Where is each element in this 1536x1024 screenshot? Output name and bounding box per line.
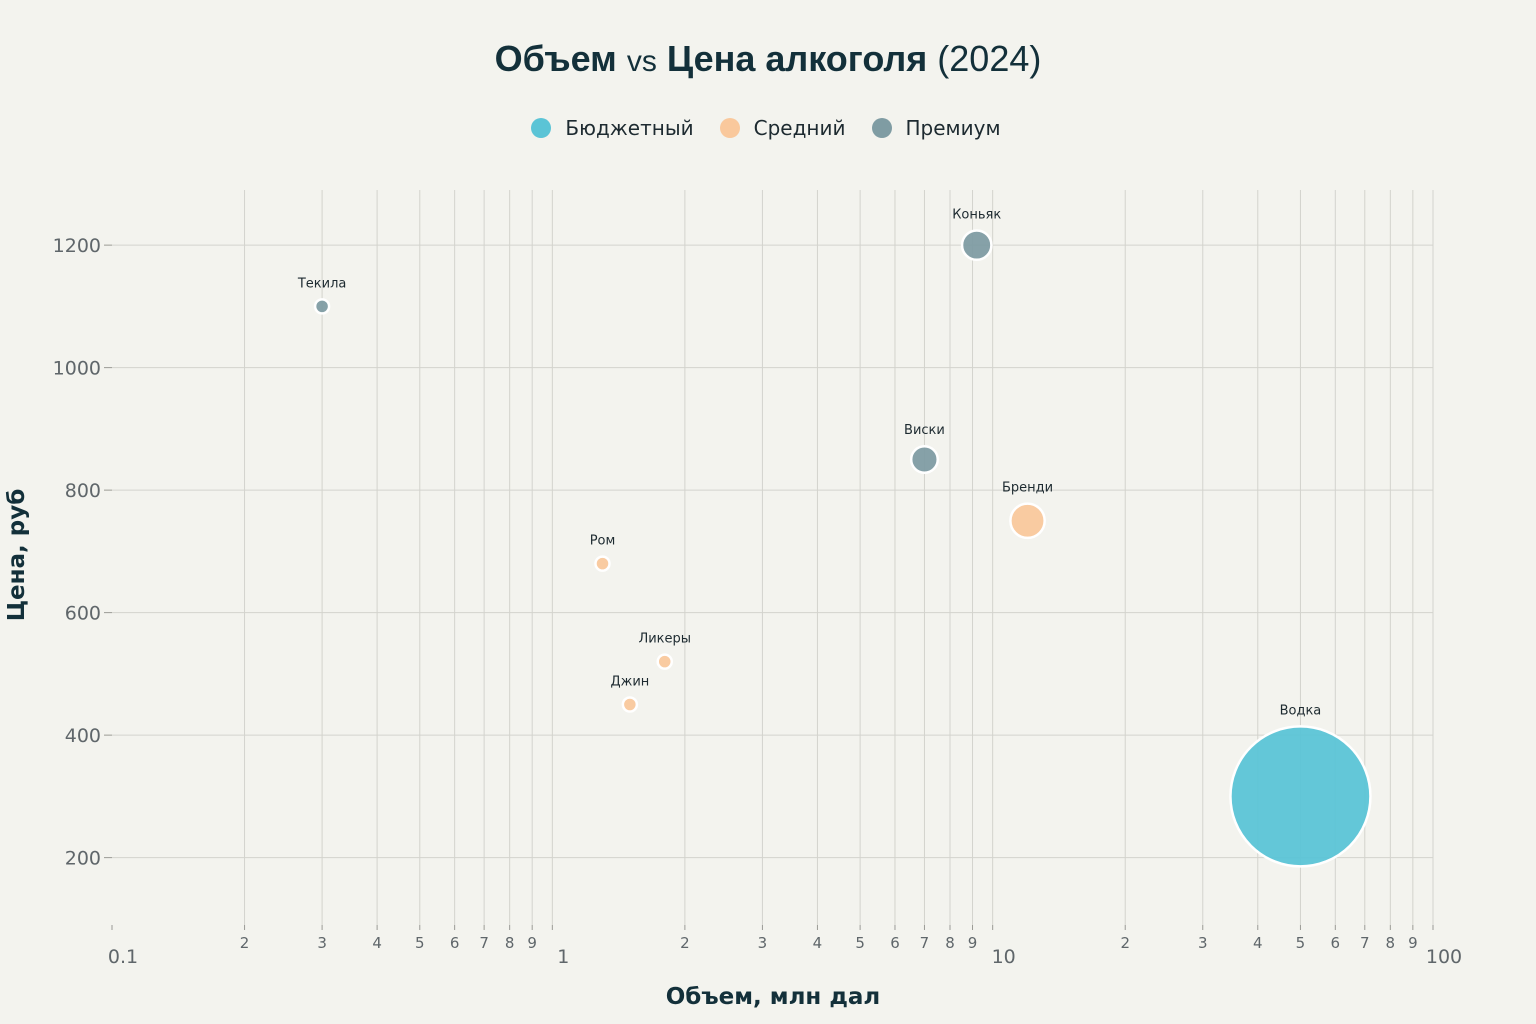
x-minor-tick-label: 3 [317, 934, 327, 952]
bubble-Водка [1229, 725, 1372, 868]
y-tick-label: 800 [65, 480, 101, 502]
y-tick-label: 600 [65, 603, 101, 625]
title-year: (2024) [937, 38, 1042, 79]
bubble-label: Ром [590, 534, 616, 549]
x-minor-tick-label: 9 [1408, 934, 1418, 952]
x-minor-tick-label: 9 [527, 934, 537, 952]
x-minor-tick-label: 7 [479, 934, 489, 952]
x-minor-tick-label: 7 [920, 934, 930, 952]
x-minor-tick-label: 6 [1331, 934, 1341, 952]
title-part-2: Цена алкоголя [666, 38, 928, 79]
legend-marker-budget [531, 118, 552, 138]
legend-marker-medium [719, 118, 740, 138]
x-major-tick-label: 1 [557, 946, 569, 968]
bubble-Бренди [1009, 502, 1046, 540]
x-minor-tick-label: 4 [1253, 934, 1263, 952]
bubble-Виски [909, 444, 939, 475]
x-minor-tick-label: 7 [1360, 934, 1370, 952]
chart-legend: Бюджетный Средний Премиум [0, 116, 1536, 140]
x-minor-tick-label: 3 [758, 934, 768, 952]
x-major-tick-label: 0.1 [108, 946, 138, 968]
x-minor-tick-label: 9 [968, 934, 978, 952]
x-minor-tick-label: 8 [505, 934, 515, 952]
bubble-label: Джин [610, 675, 649, 690]
bubble-Ром [594, 555, 611, 572]
x-axis-title: Объем, млн дал [665, 984, 881, 1010]
legend-label-medium: Средний [753, 116, 846, 140]
legend-marker-premium [871, 118, 892, 138]
x-minor-tick-label: 2 [680, 934, 690, 952]
legend-label-budget: Бюджетный [565, 116, 694, 140]
x-minor-tick-label: 6 [450, 934, 460, 952]
x-minor-tick-label: 5 [415, 934, 425, 952]
bubble-label: Бренди [1002, 481, 1053, 496]
x-minor-tick-label: 8 [945, 934, 955, 952]
legend-label-premium: Премиум [905, 116, 1001, 140]
legend-item-premium[interactable]: Премиум [871, 116, 1001, 140]
legend-item-medium[interactable]: Средний [719, 116, 846, 140]
y-tick-label: 1200 [53, 235, 101, 257]
x-minor-tick-label: 5 [1296, 934, 1306, 952]
x-minor-tick-label: 8 [1386, 934, 1396, 952]
bubble-label: Виски [904, 423, 945, 438]
legend-item-budget[interactable]: Бюджетный [531, 116, 694, 140]
x-major-tick-label: 100 [1426, 946, 1462, 968]
bubble-Коньяк [960, 229, 993, 262]
bubble-label: Коньяк [952, 207, 1001, 222]
bubble-Джин [621, 696, 639, 713]
x-minor-tick-label: 5 [855, 934, 865, 952]
title-vs: vs [626, 45, 657, 78]
x-minor-tick-label: 4 [813, 934, 823, 952]
bubble-Текила [313, 298, 331, 315]
x-minor-tick-label: 4 [372, 934, 382, 952]
x-minor-tick-label: 3 [1198, 934, 1208, 952]
bubble-label: Водка [1280, 703, 1322, 718]
chart-title: Объем vs Цена алкоголя (2024) [0, 38, 1536, 80]
x-major-tick-label: 10 [992, 946, 1016, 968]
x-minor-tick-label: 2 [240, 934, 250, 952]
y-tick-label: 400 [65, 725, 101, 747]
bubble-label: Ликеры [638, 632, 691, 647]
x-minor-tick-label: 6 [890, 934, 900, 952]
title-part-1: Объем [494, 38, 617, 79]
bubble-Ликеры [656, 653, 673, 670]
y-tick-label: 1000 [53, 358, 101, 380]
y-tick-label: 200 [65, 848, 101, 870]
x-minor-tick-label: 2 [1120, 934, 1130, 952]
bubble-label: Текила [297, 276, 347, 291]
